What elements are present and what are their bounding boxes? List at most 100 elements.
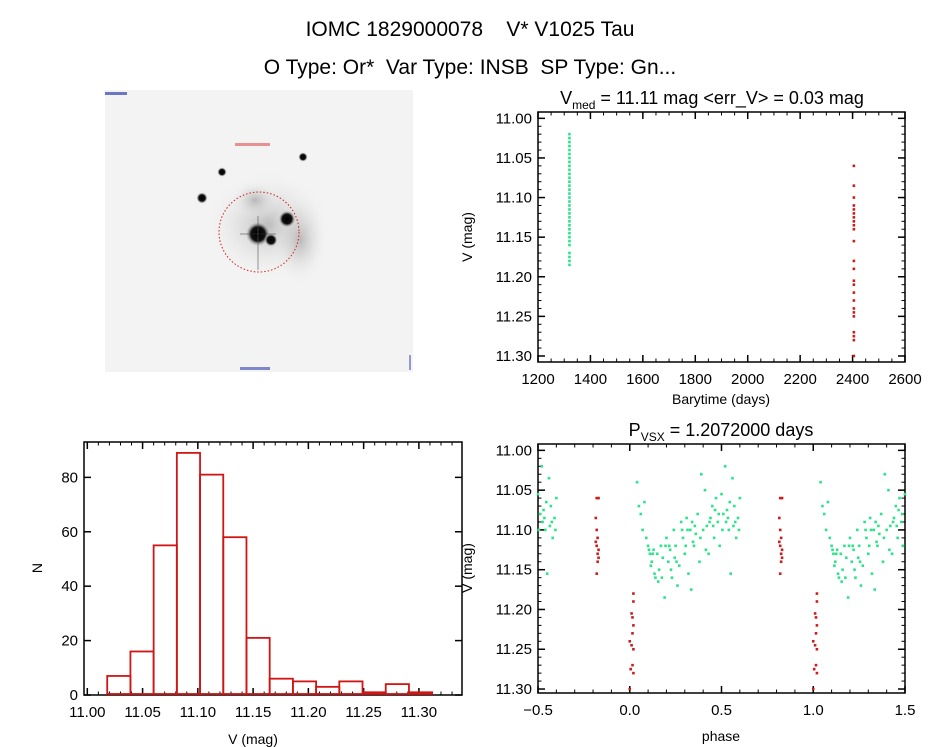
phase-point xyxy=(843,544,846,548)
phase-point xyxy=(831,548,834,552)
phase-point xyxy=(882,536,886,540)
lightcurve-point xyxy=(568,259,571,263)
lightcurve-point xyxy=(568,184,571,187)
phase-point xyxy=(594,540,598,544)
phase-point xyxy=(850,560,854,564)
phase-point xyxy=(643,500,646,504)
histogram-axes: 11.00 11.05 11.10 11.15 11.20 11.25 11.30 0 20 40… xyxy=(61,441,463,721)
lightcurve-point xyxy=(568,231,571,235)
lightcurve-point xyxy=(568,188,571,191)
phase-point xyxy=(651,552,654,556)
phase-point xyxy=(660,576,664,579)
lightcurve-point xyxy=(852,299,856,302)
phase-point xyxy=(836,572,840,575)
lightcurve-point xyxy=(852,223,856,227)
lightcurve-point xyxy=(568,243,571,247)
phase-point xyxy=(691,540,695,544)
phase-point xyxy=(713,508,717,512)
star xyxy=(196,192,208,204)
star xyxy=(278,210,296,228)
phase-point xyxy=(874,520,877,524)
x-tick-label: 1400 xyxy=(574,371,607,388)
phase-xlabel: phase xyxy=(702,728,740,744)
phase-point xyxy=(864,528,867,532)
phase-point xyxy=(630,612,633,615)
phase-ylabel: V (mag) xyxy=(459,543,475,593)
lightcurve-point xyxy=(852,311,856,314)
phase-point xyxy=(639,512,643,516)
lightcurve-point xyxy=(852,204,856,207)
phase-point xyxy=(859,584,863,587)
phase-point xyxy=(595,528,599,532)
phase-point xyxy=(732,524,735,528)
lightcurve-point xyxy=(568,255,571,259)
phase-point xyxy=(736,516,740,520)
phase-point xyxy=(632,600,635,603)
phase-point xyxy=(833,564,836,568)
phase-point xyxy=(637,504,641,508)
phase-point xyxy=(853,568,856,571)
lightcurve-point xyxy=(852,259,856,263)
lightcurve-point xyxy=(568,148,571,152)
y-tick-label: 11.20 xyxy=(496,601,532,618)
aperture-circle xyxy=(218,191,300,273)
x-tick-label: 0.5 xyxy=(711,702,732,719)
phase-point xyxy=(876,544,879,548)
phase-point xyxy=(718,544,721,548)
phase-point xyxy=(689,528,692,532)
lightcurve-point xyxy=(852,196,856,199)
phase-point xyxy=(675,560,678,564)
lightcurve-point xyxy=(568,223,571,227)
phase-point xyxy=(655,552,659,556)
phase-point xyxy=(778,572,782,575)
phase-point xyxy=(811,687,815,691)
phase-point xyxy=(597,556,600,560)
phase-point xyxy=(544,500,548,504)
phase-point xyxy=(635,480,639,484)
lightcurve-point xyxy=(568,136,571,140)
phase-point xyxy=(684,544,688,548)
phase-point xyxy=(848,536,852,540)
star xyxy=(298,152,308,162)
phase-point xyxy=(890,552,894,556)
phase-point xyxy=(830,544,833,548)
phase-point xyxy=(545,572,549,575)
phase-point xyxy=(889,524,892,528)
phase-point xyxy=(649,564,653,568)
lightcurve-frame xyxy=(537,111,906,363)
phase-point xyxy=(728,500,732,504)
histogram-bar xyxy=(129,650,155,695)
phase-point xyxy=(705,524,709,528)
phase-point xyxy=(677,564,681,568)
phase-point xyxy=(714,496,718,500)
lightcurve-point xyxy=(852,208,856,211)
phase-point xyxy=(701,528,705,532)
phase-point xyxy=(547,476,551,480)
phase-point xyxy=(815,671,819,675)
lightcurve-point xyxy=(852,184,856,187)
phase-point xyxy=(879,512,883,516)
phase-point xyxy=(628,687,632,691)
phase-point xyxy=(689,588,693,591)
phase-point xyxy=(628,639,632,643)
lightcurve-ylabel: V (mag) xyxy=(459,212,475,262)
phase-point xyxy=(778,544,782,548)
x-tick-label: 11.05 xyxy=(124,704,160,721)
phase-point xyxy=(703,488,707,492)
phase-point xyxy=(554,528,557,532)
phase-point xyxy=(670,576,674,579)
phase-point xyxy=(898,496,901,500)
x-tick-label: 1.0 xyxy=(803,702,824,719)
phase-point xyxy=(595,496,599,500)
phase-point xyxy=(778,516,781,520)
phase-point xyxy=(814,616,818,619)
phase-point xyxy=(711,504,714,508)
phase-point xyxy=(861,564,865,568)
x-tick-label: 11.25 xyxy=(345,704,381,721)
phase-point xyxy=(657,568,661,571)
phase-point xyxy=(630,643,633,647)
histogram-bar xyxy=(175,451,201,695)
phase-point xyxy=(647,548,651,552)
phase-point xyxy=(815,600,819,603)
phase-point xyxy=(900,520,903,524)
